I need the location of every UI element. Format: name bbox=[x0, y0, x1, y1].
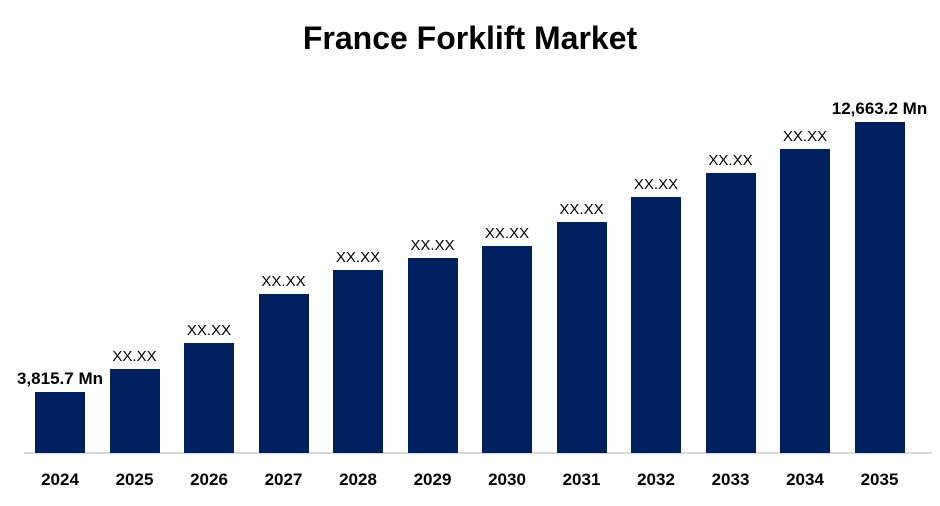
bar-value-label-2031: XX.XX bbox=[559, 201, 604, 218]
x-axis-label-2026: 2026 bbox=[190, 470, 228, 489]
bar-value-label-2032: XX.XX bbox=[633, 176, 679, 193]
bar-2029 bbox=[407, 258, 458, 453]
bar-2032 bbox=[631, 197, 681, 453]
bar-2026 bbox=[184, 343, 234, 453]
bar-2024 bbox=[35, 392, 85, 453]
x-axis-label-2028: 2028 bbox=[339, 470, 377, 489]
bar-value-label-2028: XX.XX bbox=[335, 249, 381, 266]
x-axis-label-2033: 2033 bbox=[711, 470, 750, 489]
x-axis-label-2029: 2029 bbox=[413, 470, 452, 489]
bar-2025 bbox=[109, 369, 160, 453]
chart-title: France Forklift Market bbox=[302, 20, 638, 56]
bar-2035 bbox=[854, 122, 905, 453]
x-axis-label-2025: 2025 bbox=[115, 470, 154, 489]
bar-value-label-2026: XX.XX bbox=[186, 322, 232, 339]
bar-value-label-2035: 12,663.2 Mn bbox=[831, 99, 928, 118]
bar-2034 bbox=[780, 149, 830, 453]
bar-value-label-2030: XX.XX bbox=[484, 225, 530, 242]
bar-value-label-2029: XX.XX bbox=[410, 237, 455, 254]
x-axis-label-2035: 2035 bbox=[860, 470, 899, 489]
x-axis-label-2030: 2030 bbox=[488, 470, 526, 489]
bar-value-label-2025: XX.XX bbox=[112, 348, 157, 365]
bar-value-label-2027: XX.XX bbox=[261, 273, 306, 290]
bar-value-label-2033: XX.XX bbox=[708, 152, 753, 169]
bar-2028 bbox=[333, 270, 383, 453]
x-axis-label-2034: 2034 bbox=[786, 470, 824, 489]
x-axis-label-2032: 2032 bbox=[637, 470, 675, 489]
bar-2031 bbox=[556, 222, 607, 453]
x-axis-label-2027: 2027 bbox=[264, 470, 303, 489]
bar-2030 bbox=[482, 246, 532, 453]
x-axis-label-2031: 2031 bbox=[562, 470, 601, 489]
bar-value-label-2034: XX.XX bbox=[782, 128, 828, 145]
bar-value-label-2024: 3,815.7 Mn bbox=[17, 369, 103, 388]
x-axis-label-2024: 2024 bbox=[41, 470, 79, 489]
bar-2033 bbox=[705, 173, 756, 453]
bar-2027 bbox=[258, 294, 309, 453]
x-axis-line bbox=[24, 452, 932, 454]
